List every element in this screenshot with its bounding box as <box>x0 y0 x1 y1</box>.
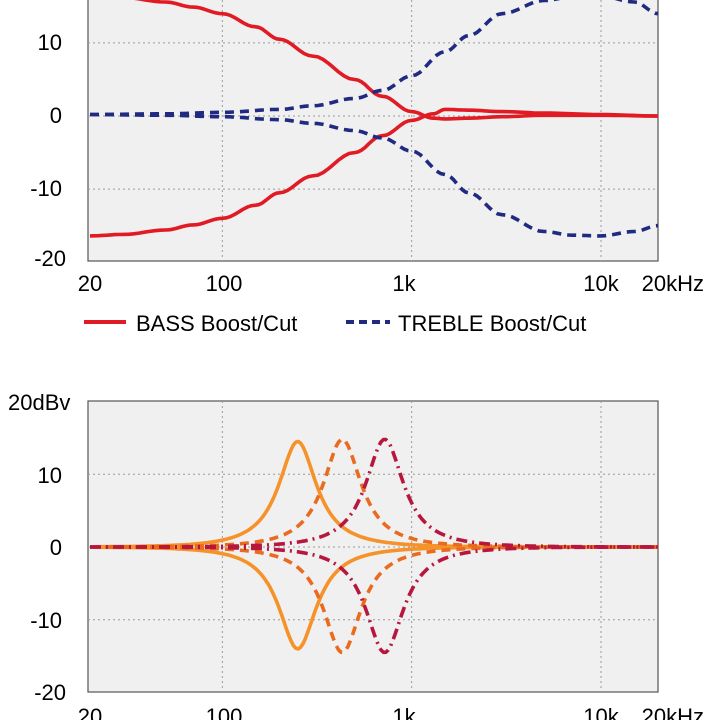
bass-curve-0 <box>133 0 658 121</box>
mid-eq-y-tick-labels: 10 0 -10 -20 <box>30 463 66 705</box>
mid-eq-chart: 20dBv 10 0 -10 -20 20 100 1k 10k 20kHz <box>8 390 704 720</box>
bass-curve-1 <box>89 107 659 238</box>
mid-eq-curve-5 <box>90 545 658 655</box>
y-tick-label: 10 <box>38 30 62 55</box>
x-tick-label: 20 <box>78 271 102 296</box>
x-tick-label: 100 <box>206 271 243 296</box>
x-tick-label: 20kHz <box>642 704 704 720</box>
bass-treble-chart: 10 0 -10 -20 20 100 1k 10k 20kHz BASS Bo… <box>30 0 704 336</box>
x-tick-label: 20kHz <box>642 271 704 296</box>
y-tick-label: -10 <box>30 608 62 633</box>
treble-curve-3 <box>89 112 659 238</box>
legend-label-treble: TREBLE Boost/Cut <box>398 311 586 336</box>
bass-treble-curves <box>89 0 659 238</box>
treble-curve-2 <box>90 0 659 117</box>
bass-treble-y-tick-labels: 10 0 -10 -20 <box>30 30 66 271</box>
y-tick-label: 0 <box>50 535 62 560</box>
x-tick-label: 20 <box>78 704 102 720</box>
x-tick-label: 100 <box>206 704 243 720</box>
mid-eq-x-tick-labels: 20 100 1k 10k 20kHz <box>78 704 704 720</box>
x-tick-label: 1k <box>392 271 416 296</box>
y-tick-label: -20 <box>34 246 66 271</box>
x-tick-label: 10k <box>583 271 619 296</box>
y-tick-label: 0 <box>50 103 62 128</box>
y-tick-label: -20 <box>34 680 66 705</box>
legend-label-bass: BASS Boost/Cut <box>136 311 297 336</box>
y-tick-label: -10 <box>30 176 62 201</box>
bass-treble-plot-area <box>87 0 659 262</box>
legend: BASS Boost/Cut TREBLE Boost/Cut <box>84 311 586 336</box>
x-tick-label: 10k <box>583 704 619 720</box>
mid-eq-curves <box>90 437 658 655</box>
bass-treble-x-tick-labels: 20 100 1k 10k 20kHz <box>78 271 704 296</box>
y-axis-top-label: 20dBv <box>8 390 70 415</box>
y-tick-label: 10 <box>38 463 62 488</box>
x-tick-label: 1k <box>392 704 416 720</box>
